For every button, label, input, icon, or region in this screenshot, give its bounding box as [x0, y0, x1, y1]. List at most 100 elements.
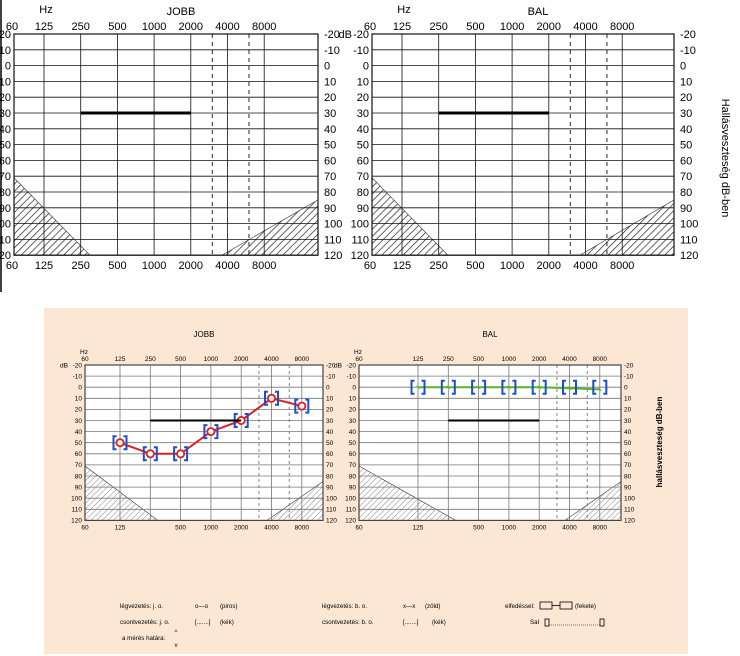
legend-air-left-color: (zöld)	[425, 603, 440, 610]
no-response-zone-left	[371, 177, 449, 256]
x-tick-label-bottom: 125	[35, 260, 53, 272]
db-label: dB	[334, 362, 342, 369]
bone-conduction-point	[173, 446, 178, 462]
legend-bone-right-color: (kék)	[220, 619, 234, 626]
x-tick-label-top: 60	[81, 356, 89, 363]
y-tick-label-right: 110	[680, 234, 698, 246]
y-tick-label-right: 100	[624, 496, 635, 503]
x-tick-label-bottom: 4000	[215, 260, 239, 272]
y-tick-label-left: 90	[349, 484, 357, 491]
y-tick-label-right: 80	[624, 473, 632, 480]
x-tick-label-bottom: 8000	[252, 260, 276, 272]
bone-conduction-point	[153, 446, 158, 462]
y-tick-label-right: 30	[680, 108, 692, 120]
air-conduction-point	[297, 401, 307, 411]
db-label: dB	[60, 362, 68, 369]
y-tick-label-left: 20	[357, 92, 369, 104]
y-tick-label-left: 60	[357, 155, 369, 167]
y-tick-label-left: -20	[353, 29, 369, 41]
y-tick-label-right: 70	[680, 171, 692, 183]
y-tick-label-left: 70	[0, 171, 11, 183]
y-tick-label-right: 90	[326, 484, 334, 491]
hz-label: Hz	[39, 4, 52, 16]
y-tick-label-right: 0	[624, 385, 628, 392]
hz-label: Hz	[397, 4, 410, 16]
y-tick-label-left: 0	[78, 385, 82, 392]
bone-conduction-point	[562, 379, 566, 395]
y-tick-label-right: 60	[324, 155, 336, 167]
x-tick-label-top: 125	[393, 21, 411, 33]
bone-conduction-point	[603, 379, 608, 395]
x-tick-label-bottom: 500	[175, 524, 186, 531]
y-tick-label-left: 50	[349, 440, 357, 447]
air-conduction-point	[597, 387, 602, 392]
y-tick-label-left: 100	[351, 219, 369, 231]
x-tick-label-top: 8000	[593, 356, 608, 363]
bone-conduction-point	[184, 446, 189, 462]
x-tick-label-top: 2000	[537, 21, 561, 33]
y-tick-label-left: 30	[75, 418, 83, 425]
chart-title: JOBB	[194, 330, 215, 339]
y-tick-label-left: -10	[0, 45, 11, 57]
x-tick-label-top: 2000	[179, 21, 203, 33]
x-tick-label-top: 250	[72, 21, 90, 33]
y-tick-label-right: 10	[680, 76, 692, 88]
legend-masking-color: (fekete)	[575, 603, 596, 610]
y-tick-label-left: 80	[75, 473, 83, 480]
x-tick-label-top: 250	[443, 356, 454, 363]
x-tick-label-top: 500	[473, 356, 484, 363]
x-tick-label-bottom: 125	[393, 260, 411, 272]
y-tick-label-left: -20	[73, 362, 83, 369]
x-tick-label-bottom: 1000	[500, 260, 524, 272]
x-tick-label-bottom: 60	[355, 524, 363, 531]
bone-conduction-point	[482, 379, 487, 395]
y-tick-label-left: 40	[75, 429, 83, 436]
x-tick-label-bottom: 125	[115, 524, 126, 531]
y-tick-label-right: 60	[624, 451, 632, 458]
x-tick-label-bottom: 500	[466, 260, 484, 272]
x-tick-label-top: 500	[466, 21, 484, 33]
y-tick-label-left: 70	[357, 171, 369, 183]
y-tick-label-left: 40	[349, 429, 357, 436]
legend-bone-right: csontvezetés: j. o.	[120, 619, 170, 626]
air-conduction-point	[416, 385, 420, 390]
side-label-bottom: hallásveszteség dB-ben	[655, 397, 664, 488]
bone-conduction-point	[421, 379, 426, 395]
bone-conduction-point	[531, 379, 536, 395]
y-tick-label-right: -10	[324, 45, 340, 57]
y-tick-label-right: 100	[324, 219, 342, 231]
legend-noise-box-left	[544, 618, 550, 627]
y-tick-label-right: 100	[326, 496, 337, 503]
legend-air-left-symbol: x—x	[403, 603, 416, 610]
chart-title: BAL	[528, 6, 549, 18]
y-tick-label-left: 50	[0, 140, 11, 152]
x-tick-label-bottom: 4000	[573, 260, 597, 272]
x-tick-label-top: 1000	[502, 356, 517, 363]
x-tick-label-bottom: 500	[108, 260, 126, 272]
y-tick-label-right: 10	[326, 396, 334, 403]
y-tick-label-right: -20	[680, 29, 696, 41]
legend-limit-up-icon: ^	[175, 629, 178, 636]
x-tick-label-top: 8000	[295, 356, 310, 363]
y-tick-label-left: 20	[75, 407, 83, 414]
x-tick-label-bottom: 500	[473, 524, 484, 531]
hz-label: Hz	[80, 349, 88, 356]
x-tick-label-top: 60	[6, 21, 18, 33]
x-tick-label-top: 2000	[532, 356, 547, 363]
bone-conduction-point	[542, 379, 547, 395]
y-tick-label-right: 110	[324, 234, 342, 246]
x-tick-label-bottom: 2000	[234, 524, 249, 531]
y-tick-label-left: 0	[5, 61, 11, 73]
y-tick-label-right: 110	[624, 507, 635, 514]
y-tick-label-left: 110	[72, 507, 83, 514]
y-tick-label-right: 0	[680, 61, 686, 73]
no-response-zone-left	[13, 177, 91, 256]
y-tick-label-right: 50	[326, 440, 334, 447]
y-tick-label-left: 40	[357, 124, 369, 136]
air-conduction-point	[115, 438, 125, 448]
y-tick-label-right: 20	[680, 92, 692, 104]
y-tick-label-right: 30	[326, 418, 334, 425]
x-tick-label-top: 4000	[573, 21, 597, 33]
y-tick-label-right: -10	[624, 373, 634, 380]
x-tick-label-top: 4000	[264, 356, 279, 363]
